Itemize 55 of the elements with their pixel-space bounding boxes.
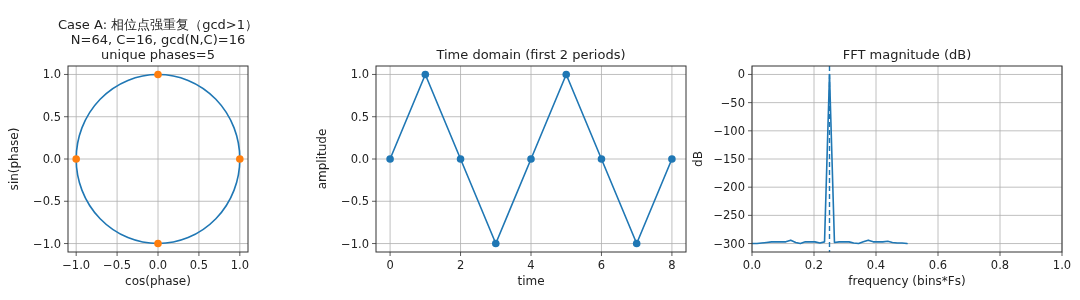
chart-title: Case A: 相位点强重复（gcd>1） N=64, C=16, gcd(N,C)=16 unique phases=5 [58,17,258,62]
y-tick-label: 0.5 [350,109,369,124]
x-tick-label: 0.0 [148,258,168,272]
x-tick-label: 1.0 [1052,258,1072,272]
y-tick-label: 0.5 [42,109,61,124]
y-tick-label: −1.0 [33,236,61,251]
y-tick-label: 0 [737,67,745,82]
x-tick-label: 4 [527,258,535,272]
point [668,155,676,163]
y-tick-label: 1.0 [350,67,369,82]
y-tick-label: −100 [713,123,745,138]
x-tick-label: 6 [597,258,606,272]
point [632,239,641,248]
y-tick-label: −0.5 [33,194,61,209]
chart-title: Time domain (first 2 periods) [435,47,626,62]
x-tick-label: 0 [386,258,394,272]
x-tick-label: 8 [668,258,676,272]
x-tick-label: 0.2 [804,258,824,272]
x-tick-label: −0.5 [103,258,132,272]
x-axis-title: frequency (bins*Fs) [848,274,966,288]
point [421,70,430,79]
point [236,155,244,163]
y-tick-label: 0.0 [42,152,61,166]
y-tick-label: 0.0 [350,152,369,166]
x-tick-label: 2 [456,258,465,272]
chart-title: FFT magnitude (dB) [842,47,972,62]
x-tick-label: 0.0 [742,258,762,272]
y-axis-title: dB [691,151,705,167]
y-tick-label: −200 [713,180,745,195]
y-tick-label: −1.0 [341,236,369,251]
x-tick-label: 0.4 [866,258,886,272]
point [386,155,394,163]
point [562,70,571,79]
point [491,239,500,248]
x-tick-label: −1.0 [62,258,91,272]
point [72,155,80,163]
x-tick-label: 0.6 [928,258,948,272]
y-tick-label: −0.5 [341,194,369,209]
y-tick-label: −300 [713,236,745,251]
y-axis-title: sin(phase) [7,127,21,191]
point [154,70,162,79]
point [154,239,162,248]
x-tick-label: 0.8 [990,258,1010,272]
x-tick-label: 1.0 [230,258,249,272]
y-axis-title: amplitude [315,128,329,190]
point [527,155,535,163]
x-axis-title: cos(phase) [125,274,191,288]
y-tick-label: −250 [713,208,745,223]
y-tick-label: −50 [720,95,745,110]
point [456,155,465,163]
point [597,155,606,163]
y-tick-label: −150 [713,152,745,166]
x-axis-title: time [517,274,545,288]
x-tick-label: 0.5 [189,258,209,272]
y-tick-label: 1.0 [42,67,61,82]
